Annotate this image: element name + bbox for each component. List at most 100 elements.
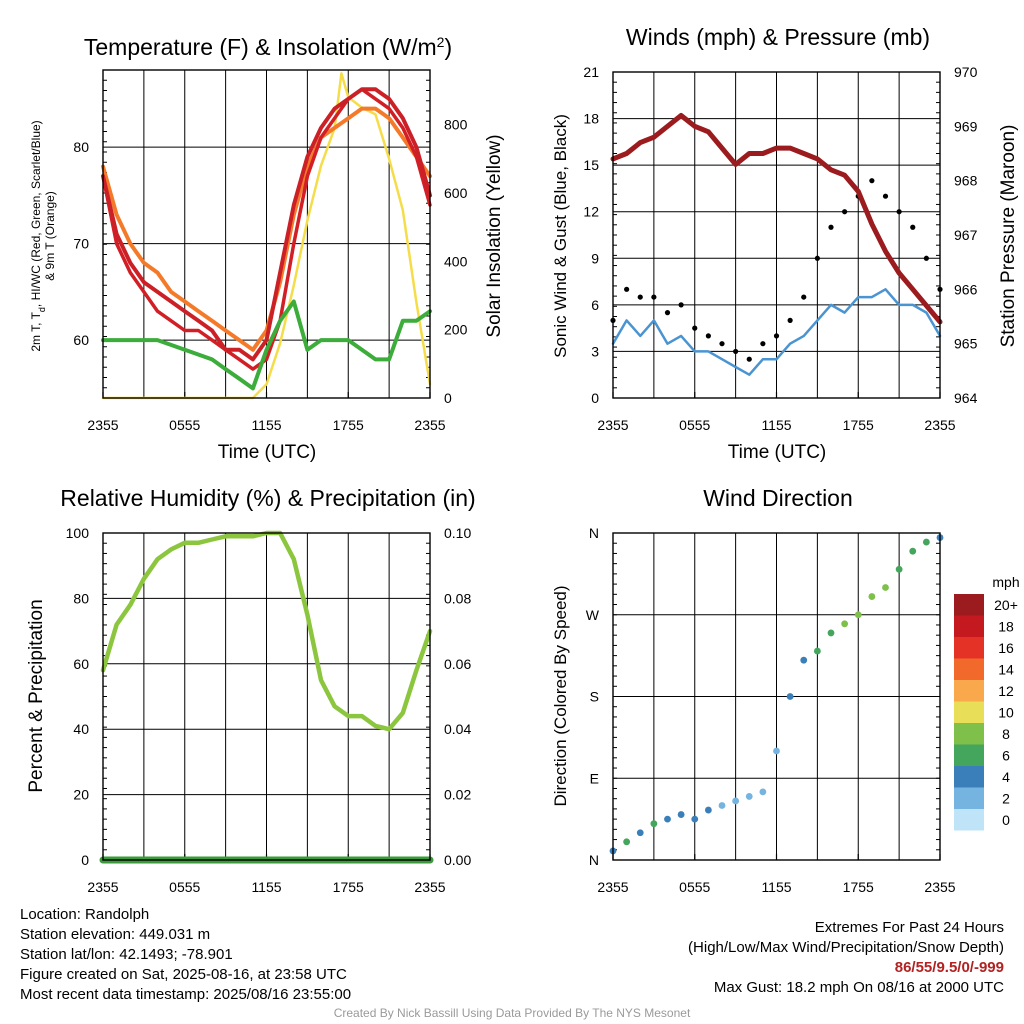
wind-direction-point [732,797,740,805]
speed-legend-swatch [954,615,984,637]
dir-legend-title: mph [992,574,1019,590]
rh-ytick-label-right: 0.00 [444,852,471,868]
speed-legend-label: 4 [1002,769,1010,785]
speed-legend-swatch [954,723,984,745]
recent-timestamp: Most recent data timestamp: 2025/08/16 2… [20,986,352,1003]
heat-index-line [101,87,432,371]
gust-point [787,317,793,323]
gust-point [760,341,766,347]
station-latlon: Station lat/lon: 42.1493; -78.901 [20,946,233,963]
temp-xtick-label: 1155 [251,417,281,433]
rh-ylabel-left: Percent & Precipitation [26,599,47,792]
wind-ytick-label: 18 [583,111,599,127]
rh-ytick-label: 100 [66,525,90,541]
station-info: Location: Randolph Station elevation: 44… [20,905,351,1005]
station-pressure-line [610,113,943,325]
wind-ytick-label: 0 [591,390,599,406]
rh-ytick-label: 20 [73,787,89,803]
temp-ylabel-right: Solar Insolation (Yellow) [484,134,505,337]
rh-ytick-label-right: 0.10 [444,525,471,541]
figure-created: Figure created on Sat, 2025-08-16, at 23… [20,966,347,983]
speed-legend-swatch [954,701,984,723]
wind-ytick-label: 15 [583,157,599,173]
wind-direction-point [813,647,821,655]
gust-point [705,333,711,339]
dir-plot-frame [612,532,941,861]
wind-direction-point [882,584,889,591]
wind-xtick-label: 0555 [679,417,710,433]
temp-xtick-label: 1755 [333,417,364,433]
rh-xtick-label: 0555 [169,879,200,895]
rh-ytick-label-right: 0.06 [444,656,471,672]
wind-direction-point [691,815,699,823]
wind-direction-point [800,656,808,664]
wind-direction-point [677,811,685,818]
gust-point [828,224,834,230]
speed-legend-swatch [954,766,984,788]
rh-ytick-label-right: 0.04 [444,721,471,737]
speed-legend-swatch [954,637,984,659]
wind-ytick-label: 6 [591,297,599,313]
temp-2m-line [101,87,432,362]
wind-ytick-label: 12 [583,204,599,220]
gust-point [923,255,929,261]
rh-ytick-label: 0 [81,852,89,868]
temp-chart-title: Temperature (F) & Insolation (W/m2) [84,34,452,60]
dir-ytick-label: S [590,689,599,705]
gust-point [651,294,657,300]
rh-plot-frame [102,532,431,861]
speed-legend-label: 20+ [994,597,1018,613]
speed-legend-label: 14 [998,662,1014,678]
rh-xtick-label: 2355 [87,879,118,895]
wind-direction-point [909,547,917,555]
sonic-wind-line [611,288,942,376]
wind-ylabel-right: Station Pressure (Maroon) [998,125,1019,348]
gust-point [678,302,684,308]
wind-direction-point [623,838,631,846]
gust-point [773,333,780,339]
wind-direction-point [868,593,876,600]
wind-ytick-label-right: 964 [954,390,978,406]
dir-ytick-label: N [589,525,599,541]
wind-direction-point [718,802,726,809]
wind-chart-title: Winds (mph) & Pressure (mb) [626,24,930,50]
extremes-values: 86/55/9.5/0/-999 [894,959,1004,976]
rh-ytick-label: 60 [73,656,89,672]
speed-legend-label: 6 [1002,748,1010,764]
wind-ytick-label-right: 967 [954,227,978,243]
dir-ytick-label: W [586,607,600,623]
rh-xtick-label: 1755 [333,879,364,895]
speed-legend-swatch [954,658,984,680]
wind-direction-point [786,693,794,700]
credit-line: Created By Nick Bassill Using Data Provi… [333,1006,691,1020]
gust-point [664,310,671,316]
temp-xtick-label: 0555 [169,417,200,433]
wind-direction-point [854,611,862,619]
speed-legend-swatch [954,594,984,616]
gust-point [842,209,848,215]
speed-legend-label: 8 [1002,726,1010,742]
temp-xlabel: Time (UTC) [218,442,317,463]
rh-ytick-label-right: 0.08 [444,590,471,606]
gust-point [910,224,916,230]
speed-legend-label: 10 [998,705,1014,721]
dir-xtick-label: 1155 [761,879,791,895]
station-location: Location: Randolph [20,906,150,923]
temp-xtick-label: 2355 [87,417,118,433]
dir-xtick-label: 2355 [597,879,628,895]
rh-ytick-label: 40 [73,721,89,737]
dir-chart-title: Wind Direction [703,485,853,511]
wind-xtick-label: 1155 [761,417,791,433]
gust-point [719,341,725,347]
max-gust: Max Gust: 18.2 mph On 08/16 at 2000 UTC [713,979,1004,996]
wind-ytick-label-right: 970 [954,64,978,80]
dir-ytick-label: N [589,852,599,868]
temp-xtick-label: 2355 [414,417,445,433]
wind-xtick-label: 2355 [597,417,628,433]
gust-point [814,255,820,261]
wind-direction-point [922,538,930,546]
gust-point [801,294,807,300]
dir-ylabel-left: Direction (Colored By Speed) [551,585,570,806]
gust-point [869,178,875,184]
wind-direction-point [636,829,644,837]
